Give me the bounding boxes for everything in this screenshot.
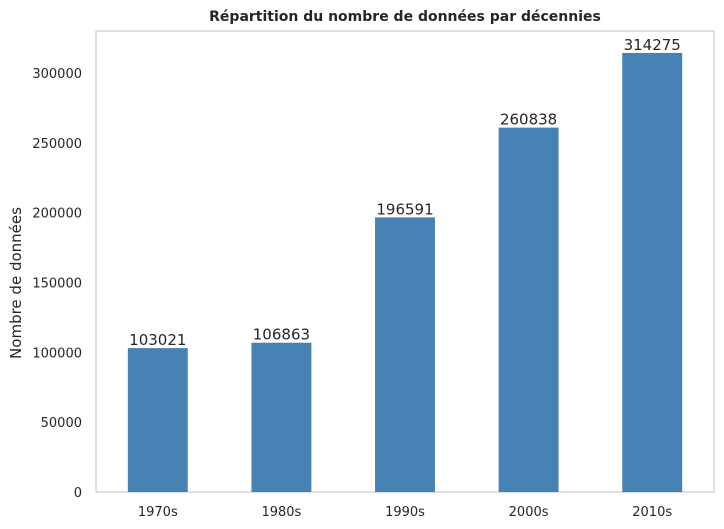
data-label-2010s: 314275: [624, 36, 681, 54]
data-label-1980s: 106863: [253, 326, 310, 344]
x-tick-label-1990s: 1990s: [385, 505, 425, 520]
ticks-layer: 1970s 1980s 1990s 2000s 2010s 0 50000 100000 150…: [32, 67, 672, 520]
y-tick-label-250000: 250000: [32, 137, 82, 152]
x-tick-label-1980s: 1980s: [261, 505, 301, 520]
bar-1990s: [375, 217, 435, 492]
bars-layer: [127, 52, 683, 493]
y-axis-label: Nombre de données: [7, 207, 25, 359]
bar-1970s: [127, 348, 188, 492]
y-tick-label-100000: 100000: [32, 346, 82, 361]
data-label-1970s: 103021: [129, 331, 186, 349]
data-label-2000s: 260838: [500, 111, 557, 129]
y-tick-label-200000: 200000: [32, 207, 82, 222]
x-tick-label-2010s: 2010s: [632, 505, 672, 520]
y-tick-label-0: 0: [74, 486, 82, 501]
x-tick-label-1970s: 1970s: [138, 505, 178, 520]
data-label-1990s: 196591: [376, 200, 433, 218]
data-labels-layer: 103021 106863 196591 260838 314275: [129, 36, 681, 349]
y-tick-label-150000: 150000: [32, 276, 82, 291]
bar-2000s: [498, 127, 559, 492]
y-tick-label-50000: 50000: [41, 416, 82, 431]
x-tick-label-2000s: 2000s: [509, 505, 549, 520]
y-tick-label-300000: 300000: [32, 67, 82, 82]
chart-title: Répartition du nombre de données par déc…: [209, 9, 601, 25]
bar-1980s: [251, 342, 312, 492]
bar-2010s: [622, 52, 683, 493]
